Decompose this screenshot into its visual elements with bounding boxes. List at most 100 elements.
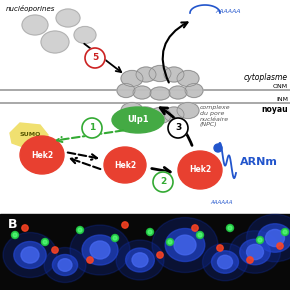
Text: complexe
du pore
nucléaire
(NPC): complexe du pore nucléaire (NPC) xyxy=(200,105,231,127)
Circle shape xyxy=(192,225,198,231)
Ellipse shape xyxy=(229,231,280,273)
Circle shape xyxy=(85,48,105,68)
Ellipse shape xyxy=(90,241,110,259)
Circle shape xyxy=(283,230,287,234)
Ellipse shape xyxy=(258,224,290,252)
Ellipse shape xyxy=(136,107,156,122)
Text: nucléoporines: nucléoporines xyxy=(6,5,55,12)
Circle shape xyxy=(12,231,19,238)
Circle shape xyxy=(256,237,264,244)
Text: ARNm: ARNm xyxy=(240,157,278,167)
Circle shape xyxy=(82,118,102,138)
Ellipse shape xyxy=(174,235,196,255)
Circle shape xyxy=(277,243,283,249)
Ellipse shape xyxy=(52,255,78,276)
Circle shape xyxy=(168,118,188,138)
Circle shape xyxy=(111,235,119,242)
Text: cytoplasme: cytoplasme xyxy=(244,73,288,82)
Text: AAAAAA: AAAAAA xyxy=(210,200,233,205)
Circle shape xyxy=(282,229,289,235)
Ellipse shape xyxy=(165,229,205,262)
Ellipse shape xyxy=(121,70,143,86)
Ellipse shape xyxy=(246,244,264,260)
Ellipse shape xyxy=(74,26,96,44)
Text: Hek2: Hek2 xyxy=(31,151,53,160)
Ellipse shape xyxy=(3,233,57,278)
Circle shape xyxy=(41,238,48,246)
Circle shape xyxy=(157,252,163,258)
Text: INM: INM xyxy=(276,97,288,102)
Text: ONM: ONM xyxy=(273,84,288,89)
Circle shape xyxy=(122,222,128,228)
Circle shape xyxy=(148,230,152,234)
Ellipse shape xyxy=(164,67,184,82)
Text: B: B xyxy=(8,218,17,231)
Text: AAAAAA: AAAAAA xyxy=(215,9,240,14)
Ellipse shape xyxy=(56,9,80,27)
Ellipse shape xyxy=(177,102,199,119)
Circle shape xyxy=(153,172,173,192)
Ellipse shape xyxy=(164,107,184,122)
Text: 5: 5 xyxy=(92,53,98,63)
Circle shape xyxy=(228,226,232,230)
Ellipse shape xyxy=(169,86,187,99)
Circle shape xyxy=(168,240,172,244)
Ellipse shape xyxy=(177,70,199,86)
Ellipse shape xyxy=(132,253,148,267)
Bar xyxy=(0,214,290,290)
Ellipse shape xyxy=(211,251,238,273)
Ellipse shape xyxy=(185,84,203,97)
Ellipse shape xyxy=(218,255,233,269)
Ellipse shape xyxy=(240,239,270,265)
Ellipse shape xyxy=(21,247,39,263)
Circle shape xyxy=(22,225,28,231)
Text: noyau: noyau xyxy=(261,105,288,114)
Ellipse shape xyxy=(149,66,171,81)
Ellipse shape xyxy=(44,247,86,282)
Circle shape xyxy=(166,238,173,246)
Circle shape xyxy=(197,231,204,238)
Text: Hek2: Hek2 xyxy=(114,160,136,169)
Ellipse shape xyxy=(149,108,171,124)
Circle shape xyxy=(43,240,47,244)
Circle shape xyxy=(258,238,262,242)
Ellipse shape xyxy=(117,84,135,97)
Ellipse shape xyxy=(246,214,290,262)
Ellipse shape xyxy=(70,225,130,275)
Polygon shape xyxy=(10,123,48,148)
Circle shape xyxy=(87,257,93,263)
Text: 2: 2 xyxy=(160,177,166,186)
Text: Ulp1: Ulp1 xyxy=(127,115,149,124)
Text: 1: 1 xyxy=(89,124,95,133)
Circle shape xyxy=(113,236,117,240)
Ellipse shape xyxy=(178,151,222,189)
Circle shape xyxy=(226,224,233,231)
Ellipse shape xyxy=(58,259,72,271)
Circle shape xyxy=(146,229,153,235)
Ellipse shape xyxy=(20,136,64,174)
Ellipse shape xyxy=(202,243,247,281)
Ellipse shape xyxy=(150,87,170,100)
Circle shape xyxy=(198,233,202,237)
Ellipse shape xyxy=(136,67,156,82)
Ellipse shape xyxy=(152,218,218,273)
Ellipse shape xyxy=(121,102,143,119)
Circle shape xyxy=(13,233,17,237)
Ellipse shape xyxy=(14,242,46,269)
Ellipse shape xyxy=(116,240,164,280)
Ellipse shape xyxy=(104,147,146,183)
Ellipse shape xyxy=(82,235,118,265)
Text: 3: 3 xyxy=(175,124,181,133)
Ellipse shape xyxy=(22,15,48,35)
Circle shape xyxy=(78,228,82,232)
Ellipse shape xyxy=(266,229,284,246)
Ellipse shape xyxy=(112,107,164,133)
Circle shape xyxy=(247,257,253,263)
Circle shape xyxy=(77,226,84,233)
Ellipse shape xyxy=(133,86,151,99)
Ellipse shape xyxy=(41,31,69,53)
Ellipse shape xyxy=(126,248,154,272)
Circle shape xyxy=(214,144,222,152)
Text: Hek2: Hek2 xyxy=(189,166,211,175)
Circle shape xyxy=(52,247,58,253)
